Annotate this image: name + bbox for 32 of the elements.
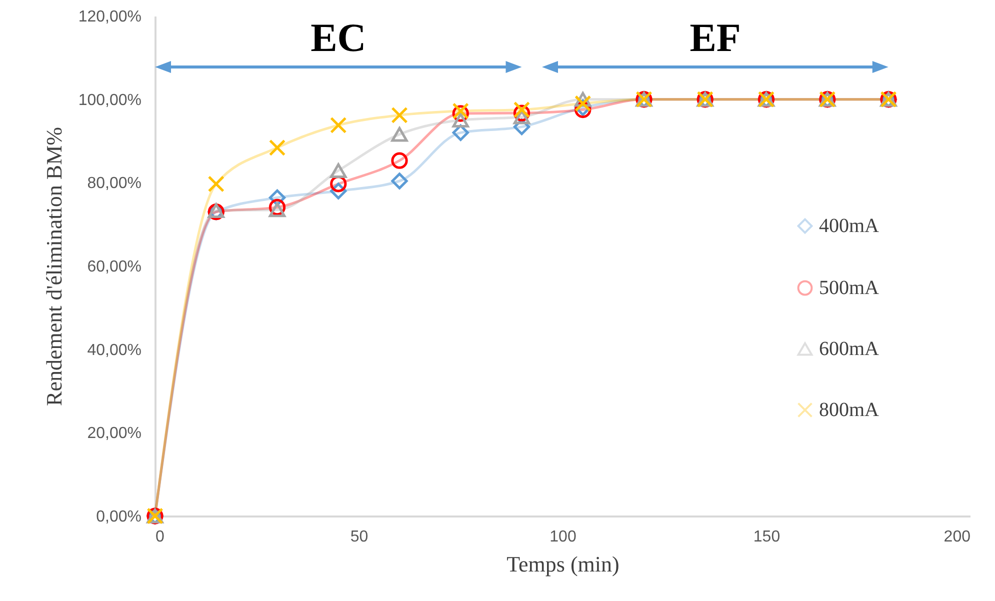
x-tick-label: 200 [944,528,971,546]
y-tick-label: 60,00% [87,258,142,276]
y-tick-label: 40,00% [87,342,142,359]
point [391,106,408,124]
legend-label: 600mA [819,338,880,360]
annotation: EF [690,14,741,61]
legend-label: 400mA [819,215,880,237]
x-tick-label: 150 [753,528,780,546]
point [330,163,347,178]
y-axis-title: Rendement d'élimination BM% [41,127,66,406]
x-tick-label: 100 [550,528,576,546]
point [513,101,530,118]
point [391,152,408,169]
point [268,139,286,156]
y-tick-label: 0,00% [96,508,142,526]
x-tick-label: 0 [156,528,164,546]
point [330,116,347,134]
point [452,112,469,128]
point [391,172,408,190]
annotation: EC [310,14,366,61]
y-tick-label: 80,00% [87,175,142,192]
y-tick-label: 20,00% [87,425,142,442]
point [208,176,224,192]
point [574,95,592,112]
point [391,126,408,142]
point [268,202,286,218]
x-tick-label: 50 [350,528,368,546]
legend-label: 800mA [819,399,880,421]
y-tick-label: 100,00% [78,92,142,109]
y-tick-label: 120,00% [78,8,142,26]
legend-label: 500mA [819,277,880,299]
x-axis-title: Temps (min) [506,552,620,576]
